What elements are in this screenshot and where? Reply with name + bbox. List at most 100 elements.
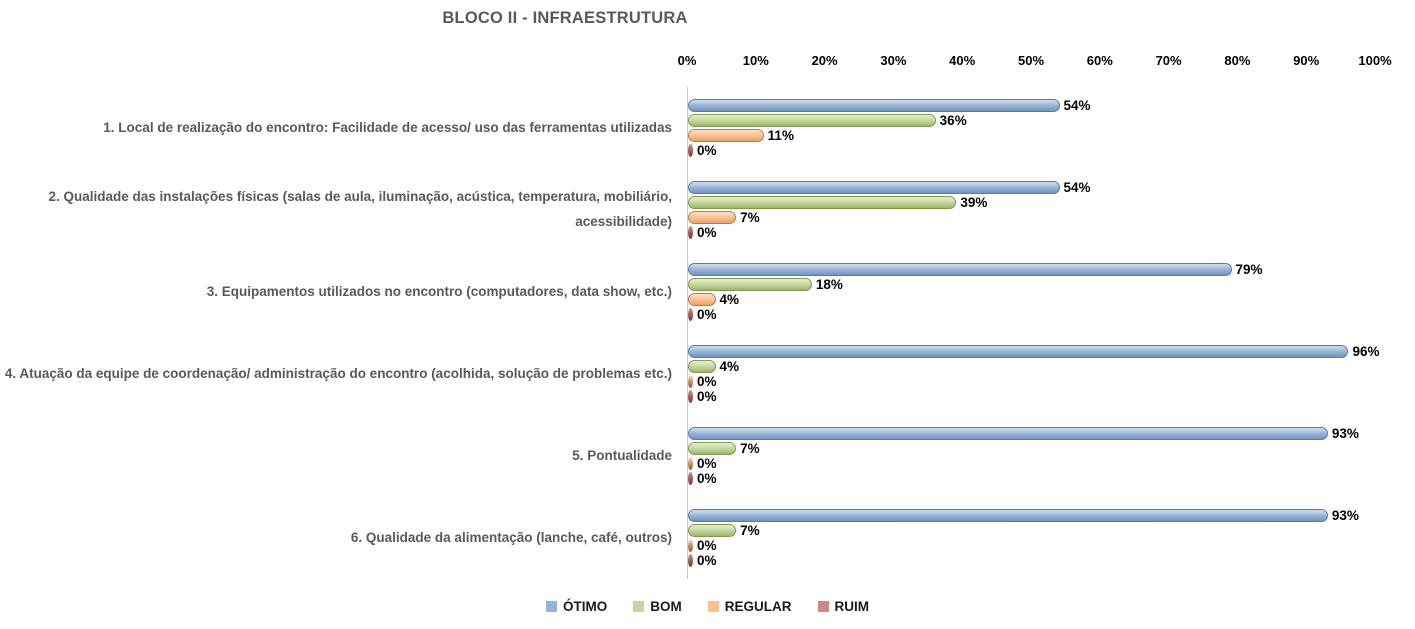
bar-group: 93% 7% 0% 0%: [687, 497, 1376, 579]
bar-line: 4%: [688, 359, 1376, 374]
x-axis-tick: 60%: [1086, 53, 1113, 68]
bar-otimo: [688, 99, 1060, 112]
plot-area: 1. Local de realização do encontro: Faci…: [0, 87, 1415, 579]
bar-bom: [688, 442, 737, 455]
bar-group: 96% 4% 0% 0%: [687, 333, 1380, 415]
data-label: 0%: [697, 225, 717, 240]
chart-title: BLOCO II - INFRAESTRUTURA: [442, 9, 688, 27]
legend-item: RUIM: [817, 599, 870, 614]
category-row: 4. Atuação da equipe de coordenação/ adm…: [0, 333, 1415, 415]
category-label: 1. Local de realização do encontro: Faci…: [103, 119, 672, 135]
bar-line: 0%: [688, 553, 1376, 568]
x-axis-tick: 80%: [1224, 53, 1251, 68]
bar-line: 7%: [688, 523, 1376, 538]
data-label: 96%: [1352, 344, 1380, 359]
bar-line: 0%: [688, 307, 1376, 322]
bar-line: 79%: [688, 262, 1376, 277]
bar-ruim: [688, 308, 693, 321]
data-label: 4%: [719, 359, 740, 374]
data-label: 0%: [697, 553, 717, 568]
bar-regular: [688, 129, 764, 142]
bar-line: 0%: [688, 389, 1376, 404]
bar-otimo: [688, 427, 1328, 440]
legend-label: ÓTIMO: [563, 599, 608, 614]
legend-label: REGULAR: [724, 599, 792, 614]
bar-bom: [688, 524, 737, 537]
bar-regular: [688, 457, 693, 470]
x-axis-tick: 70%: [1155, 53, 1182, 68]
bar-line: 93%: [688, 508, 1376, 523]
legend-swatch: [546, 601, 557, 612]
data-label: 36%: [939, 113, 967, 128]
x-axis-tick: 30%: [880, 53, 907, 68]
bar-group: 54% 39% 7% 0%: [687, 169, 1376, 251]
bar-regular: [688, 375, 693, 388]
bar-line: 7%: [688, 441, 1376, 456]
bar-line: 39%: [688, 195, 1376, 210]
category-label: 6. Qualidade da alimentação (lanche, caf…: [350, 529, 672, 545]
bar-otimo: [688, 181, 1060, 194]
data-label: 93%: [1331, 508, 1359, 523]
category-row: 5. Pontualidade 93% 7% 0% 0%: [0, 415, 1415, 497]
x-axis: 0% 10% 20% 30% 40% 50% 60% 70% 80% 90% 100%: [0, 35, 1415, 87]
data-label: 18%: [815, 277, 843, 292]
bar-ruim: [688, 226, 693, 239]
data-label: 7%: [740, 441, 760, 456]
category-label: 5. Pontualidade: [572, 447, 672, 463]
x-axis-tick: 90%: [1293, 53, 1320, 68]
category-row: 1. Local de realização do encontro: Faci…: [0, 87, 1415, 169]
bar-line: 96%: [688, 344, 1380, 359]
bar-ruim: [688, 554, 693, 567]
x-axis-tick: 0%: [677, 53, 697, 68]
category-row: 6. Qualidade da alimentação (lanche, caf…: [0, 497, 1415, 579]
x-axis-tick: 40%: [949, 53, 976, 68]
bar-ruim: [688, 390, 693, 403]
category-row: 2. Qualidade das instalações físicas (sa…: [0, 169, 1415, 251]
axis-spacer: [0, 35, 687, 87]
data-label: 79%: [1235, 262, 1263, 277]
bar-bom: [688, 278, 812, 291]
data-label: 39%: [960, 195, 988, 210]
bar-regular: [688, 211, 737, 224]
bar-line: 54%: [688, 180, 1376, 195]
data-label: 54%: [1063, 98, 1091, 113]
bar-regular: [688, 293, 716, 306]
bar-line: 18%: [688, 277, 1376, 292]
bar-otimo: [688, 345, 1349, 358]
data-label: 93%: [1331, 426, 1359, 441]
legend-item: BOM: [633, 599, 682, 614]
bar-line: 4%: [688, 292, 1376, 307]
data-label: 0%: [697, 456, 717, 471]
legend-swatch: [707, 601, 719, 612]
legend-item: REGULAR: [707, 599, 792, 614]
data-label: 4%: [719, 292, 740, 307]
bar-otimo: [688, 509, 1328, 522]
bar-bom: [688, 360, 716, 373]
bar-line: 93%: [688, 426, 1376, 441]
data-label: 0%: [697, 538, 717, 553]
bar-line: 0%: [688, 538, 1376, 553]
bar-ruim: [688, 472, 693, 485]
legend: ÓTIMO BOM REGULAR RUIM: [0, 599, 1415, 614]
bar-regular: [688, 539, 693, 552]
data-label: 7%: [740, 523, 760, 538]
bar-group: 93% 7% 0% 0%: [687, 415, 1376, 497]
legend-label: RUIM: [834, 599, 870, 614]
bar-bom: [688, 114, 936, 127]
x-axis-tick: 100%: [1358, 53, 1392, 68]
legend-swatch: [633, 601, 645, 612]
data-label: 0%: [697, 307, 717, 322]
data-label: 0%: [697, 143, 717, 158]
bar-line: 0%: [688, 456, 1376, 471]
bar-group: 54% 36% 11% 0%: [687, 87, 1376, 169]
bar-line: 0%: [688, 374, 1376, 389]
bar-bom: [688, 196, 957, 209]
bar-line: 36%: [688, 113, 1376, 128]
category-label: 2. Qualidade das instalações físicas (sa…: [48, 189, 673, 229]
category-label: 3. Equipamentos utilizados no encontro (…: [206, 283, 672, 299]
category-row: 3. Equipamentos utilizados no encontro (…: [0, 251, 1415, 333]
data-label: 0%: [697, 389, 717, 404]
bar-line: 11%: [688, 128, 1376, 143]
bar-group: 79% 18% 4% 0%: [687, 251, 1376, 333]
